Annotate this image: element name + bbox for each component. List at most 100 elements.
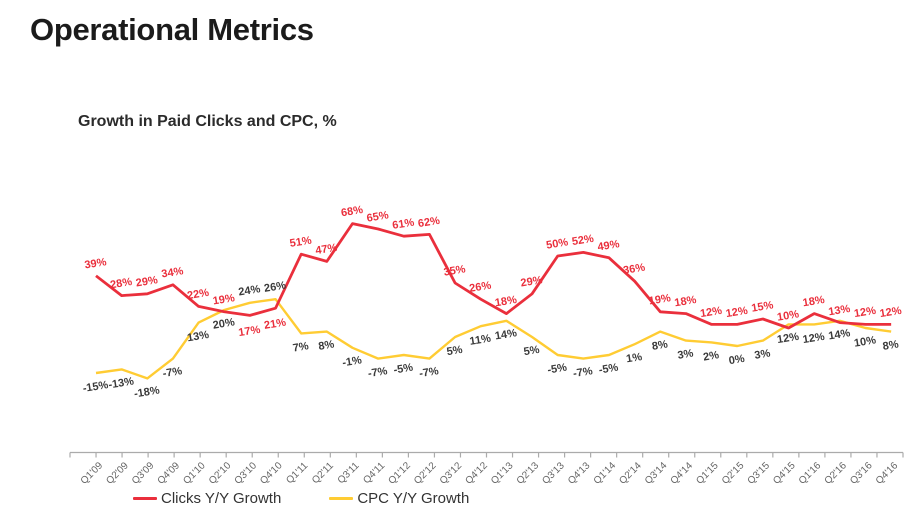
cpc-data-label: -1%	[341, 354, 362, 369]
x-axis-label: Q2'10	[207, 460, 234, 487]
clicks-data-label: 47%	[315, 242, 339, 257]
clicks-data-label: 62%	[417, 215, 441, 230]
x-axis-label: Q3'14	[643, 460, 670, 487]
cpc-data-label: 8%	[882, 338, 900, 352]
cpc-data-label: 8%	[318, 338, 336, 352]
clicks-data-label: 12%	[699, 305, 723, 320]
legend-item-cpc: CPC Y/Y Growth	[329, 490, 469, 507]
cpc-data-label: 2%	[702, 349, 720, 363]
cpc-data-label: -15%	[82, 379, 109, 395]
clicks-data-label: 22%	[186, 287, 210, 302]
clicks-growth-line	[95, 222, 892, 330]
x-axis-label: Q1'13	[489, 460, 516, 487]
legend-label-clicks: Clicks Y/Y Growth	[161, 490, 282, 507]
x-axis-label: Q2'16	[823, 460, 850, 487]
cpc-data-label: -18%	[133, 384, 160, 400]
cpc-data-label: -7%	[162, 365, 183, 380]
clicks-data-label: 51%	[289, 235, 313, 250]
clicks-data-label: 68%	[340, 204, 364, 219]
cpc-data-label: 10%	[853, 334, 877, 349]
cpc-data-label: -7%	[418, 365, 439, 380]
cpc-data-label: 12%	[776, 331, 800, 346]
clicks-data-label: 52%	[571, 233, 595, 248]
cpc-data-label: 12%	[802, 331, 826, 346]
cpc-data-label: -5%	[547, 362, 568, 377]
x-axis-label: Q4'09	[156, 460, 183, 487]
cpc-data-label: -7%	[367, 365, 388, 380]
x-axis-label: Q3'13	[540, 460, 567, 487]
legend-item-clicks: Clicks Y/Y Growth	[133, 490, 281, 507]
clicks-data-label: 10%	[776, 308, 800, 323]
x-axis-label: Q3'11	[336, 460, 362, 486]
x-axis-label: Q3'12	[438, 460, 465, 487]
cpc-data-label: -7%	[572, 365, 593, 380]
cpc-data-label: 14%	[828, 327, 852, 342]
cpc-data-label: 26%	[263, 280, 287, 295]
x-axis-label: Q1'16	[797, 460, 824, 487]
clicks-data-label: 28%	[109, 276, 133, 291]
clicks-data-label: 49%	[597, 238, 621, 253]
cpc-growth-line	[95, 298, 892, 380]
chart-title: Growth in Paid Clicks and CPC, %	[78, 113, 337, 130]
x-axis-label: Q4'14	[669, 460, 696, 487]
x-axis-label: Q1'15	[694, 460, 721, 487]
clicks-data-label: 15%	[751, 299, 775, 314]
cpc-data-label: 0%	[728, 353, 746, 367]
cpc-data-label: 3%	[754, 347, 772, 361]
clicks-data-label: 39%	[84, 256, 108, 271]
chart-legend: Clicks Y/Y Growth CPC Y/Y Growth	[133, 490, 469, 507]
cpc-data-label: 24%	[238, 283, 262, 298]
cpc-line-swatch	[329, 497, 354, 500]
clicks-data-label: 34%	[161, 265, 185, 280]
x-axis-label: Q1'09	[79, 460, 106, 487]
x-axis-label: Q1'12	[386, 460, 413, 487]
cpc-data-label: 1%	[625, 351, 643, 365]
clicks-data-label: 36%	[622, 262, 646, 277]
cpc-data-label: -5%	[393, 362, 414, 377]
cpc-data-label: 3%	[677, 347, 695, 361]
clicks-data-label: 18%	[674, 294, 698, 309]
x-axis-label: Q2'13	[515, 460, 542, 487]
x-axis-label: Q4'16	[874, 460, 901, 487]
x-axis-label: Q3'10	[233, 460, 260, 487]
x-axis-label: Q1'11	[284, 460, 310, 486]
page-title: Operational Metrics	[30, 12, 314, 47]
clicks-data-label: 17%	[238, 324, 262, 339]
x-axis-label: Q4'10	[258, 460, 285, 487]
clicks-data-label: 19%	[648, 292, 672, 307]
x-axis-label: Q1'10	[181, 460, 208, 487]
x-axis-label: Q4'11	[361, 460, 387, 486]
cpc-data-label: 7%	[292, 340, 310, 354]
clicks-data-label: 12%	[879, 305, 903, 320]
clicks-data-label: 26%	[468, 280, 492, 295]
x-axis-label: Q3'15	[746, 460, 773, 487]
x-axis-label: Q3'09	[130, 460, 157, 487]
x-axis-label: Q3'16	[848, 460, 875, 487]
x-axis-label: Q4'13	[566, 460, 593, 487]
clicks-data-label: 50%	[545, 236, 569, 251]
x-axis-label: Q2'15	[720, 460, 747, 487]
clicks-data-label: 21%	[263, 317, 287, 332]
clicks-data-label: 29%	[135, 274, 159, 289]
clicks-data-label: 61%	[392, 217, 416, 232]
cpc-data-label: 11%	[469, 333, 492, 348]
clicks-line-swatch	[133, 497, 157, 500]
cpc-data-label: -5%	[598, 362, 619, 377]
clicks-data-label: 18%	[494, 294, 518, 309]
x-axis-label: Q2'14	[617, 460, 644, 487]
x-axis-label: Q2'11	[310, 460, 336, 486]
clicks-data-label: 35%	[443, 263, 467, 278]
clicks-data-label: 13%	[828, 303, 852, 318]
cpc-data-label: 13%	[186, 329, 210, 344]
cpc-data-label: 5%	[446, 344, 464, 358]
clicks-data-label: 29%	[520, 274, 544, 289]
cpc-data-label: 14%	[494, 327, 518, 342]
cpc-data-label: 8%	[651, 338, 669, 352]
clicks-data-label: 65%	[366, 209, 390, 224]
cpc-data-label: 20%	[212, 316, 236, 331]
cpc-data-label: -13%	[108, 375, 135, 391]
cpc-data-label: 5%	[523, 344, 541, 358]
x-axis-label: Q4'12	[463, 460, 490, 487]
legend-label-cpc: CPC Y/Y Growth	[357, 490, 470, 507]
